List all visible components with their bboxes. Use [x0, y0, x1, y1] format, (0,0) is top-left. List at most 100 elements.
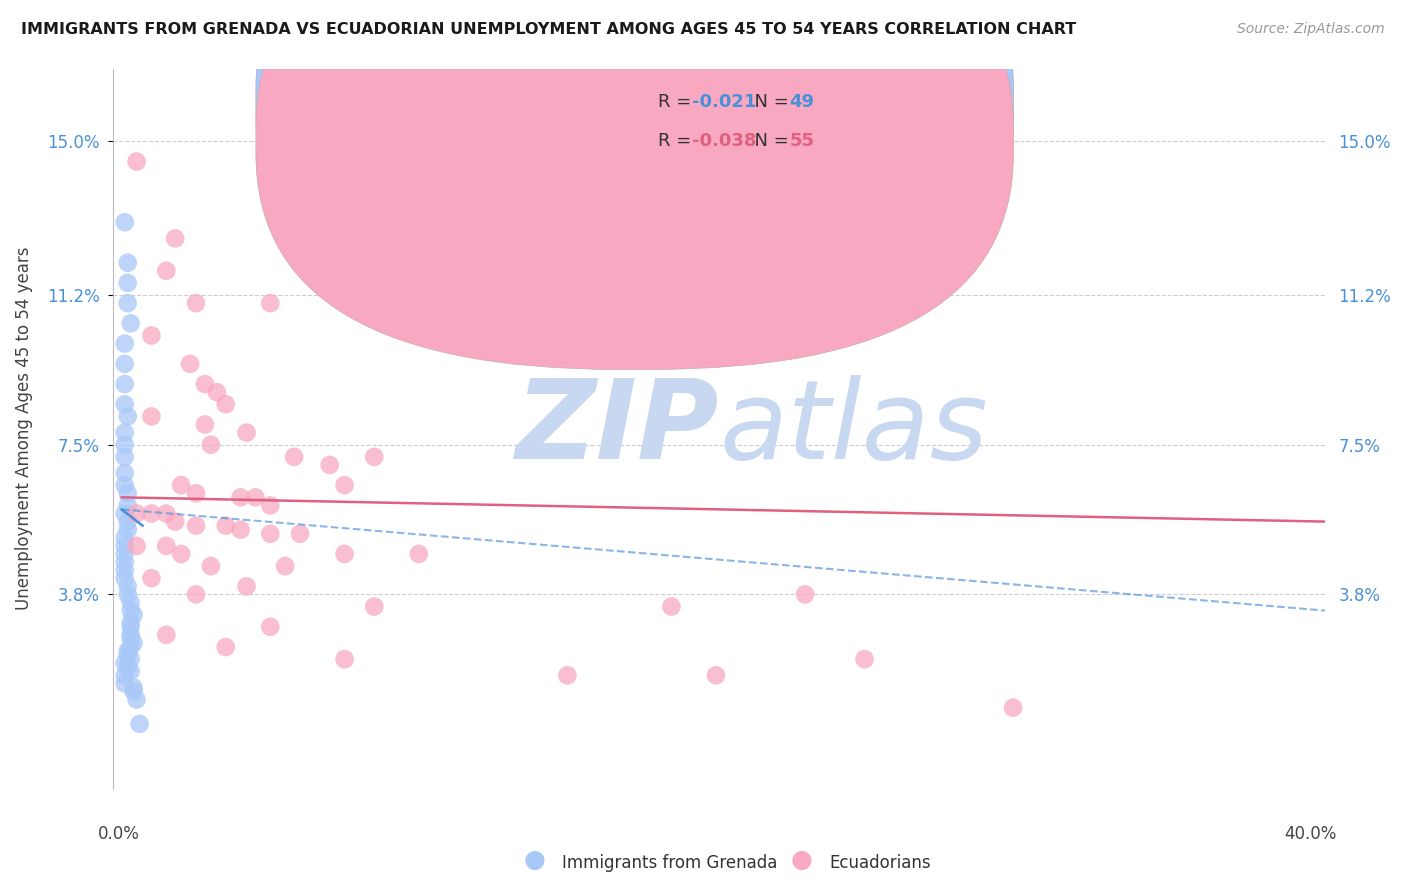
Point: [120, 632, 142, 646]
Point: [170, 547, 193, 561]
Point: [141, 571, 163, 585]
Text: Immigrants from Grenada: Immigrants from Grenada: [562, 855, 778, 872]
Text: ●: ●: [790, 848, 813, 872]
Point: [235, 579, 257, 593]
Point: [122, 636, 145, 650]
Point: [120, 652, 142, 666]
Point: [155, 507, 177, 521]
Point: [120, 620, 142, 634]
Point: [117, 648, 139, 662]
Point: [259, 620, 281, 634]
Text: N =: N =: [744, 131, 794, 150]
Point: [363, 450, 385, 464]
FancyBboxPatch shape: [256, 0, 1014, 331]
Point: [117, 256, 139, 270]
Point: [155, 264, 177, 278]
Point: [408, 547, 430, 561]
Point: [661, 599, 683, 614]
Point: [117, 644, 139, 658]
Point: [114, 555, 136, 569]
Point: [179, 357, 201, 371]
Point: [125, 154, 148, 169]
Point: [114, 215, 136, 229]
Text: IMMIGRANTS FROM GRENADA VS ECUADORIAN UNEMPLOYMENT AMONG AGES 45 TO 54 YEARS COR: IMMIGRANTS FROM GRENADA VS ECUADORIAN UN…: [21, 22, 1077, 37]
Point: [114, 377, 136, 392]
Point: [114, 507, 136, 521]
Point: [141, 507, 163, 521]
Point: [122, 684, 145, 698]
Text: 0.0%: 0.0%: [98, 825, 139, 843]
Text: ●: ●: [523, 848, 546, 872]
Point: [125, 692, 148, 706]
Point: [117, 499, 139, 513]
Point: [120, 665, 142, 679]
Point: [215, 518, 238, 533]
Point: [117, 486, 139, 500]
Point: [114, 668, 136, 682]
Text: ZIP: ZIP: [516, 375, 718, 482]
Point: [125, 539, 148, 553]
Text: atlas: atlas: [718, 375, 987, 482]
Point: [165, 515, 187, 529]
Point: [184, 518, 207, 533]
Point: [333, 547, 356, 561]
Point: [557, 668, 579, 682]
Text: -0.038: -0.038: [692, 131, 756, 150]
Point: [205, 385, 228, 400]
Point: [114, 676, 136, 690]
Text: R =: R =: [658, 131, 697, 150]
Point: [114, 478, 136, 492]
Point: [155, 539, 177, 553]
Text: Source: ZipAtlas.com: Source: ZipAtlas.com: [1237, 22, 1385, 37]
Point: [794, 587, 817, 601]
Point: [283, 450, 305, 464]
FancyBboxPatch shape: [256, 0, 1014, 369]
Point: [229, 491, 252, 505]
Point: [288, 526, 311, 541]
Point: [120, 615, 142, 630]
Point: [114, 571, 136, 585]
Point: [125, 507, 148, 521]
Point: [319, 458, 342, 472]
Point: [194, 417, 217, 432]
Point: [114, 547, 136, 561]
Text: 49: 49: [789, 93, 814, 111]
Point: [114, 450, 136, 464]
Point: [117, 515, 139, 529]
Point: [165, 231, 187, 245]
FancyBboxPatch shape: [598, 72, 889, 177]
Point: [141, 409, 163, 424]
Point: [117, 660, 139, 674]
Point: [114, 531, 136, 545]
Point: [117, 523, 139, 537]
Point: [120, 628, 142, 642]
Point: [155, 628, 177, 642]
Text: 55: 55: [789, 131, 814, 150]
Point: [120, 640, 142, 654]
Text: Ecuadorians: Ecuadorians: [830, 855, 931, 872]
Point: [215, 640, 238, 654]
Point: [141, 328, 163, 343]
Y-axis label: Unemployment Among Ages 45 to 54 years: Unemployment Among Ages 45 to 54 years: [15, 247, 32, 610]
Point: [184, 587, 207, 601]
Point: [215, 397, 238, 411]
Point: [120, 604, 142, 618]
Point: [853, 652, 876, 666]
Point: [120, 317, 142, 331]
Point: [120, 595, 142, 609]
Point: [194, 377, 217, 392]
Point: [274, 559, 297, 574]
Point: [114, 397, 136, 411]
Point: [117, 587, 139, 601]
Point: [117, 409, 139, 424]
Point: [122, 607, 145, 622]
Point: [704, 668, 727, 682]
Point: [200, 559, 222, 574]
Point: [114, 466, 136, 480]
Point: [184, 296, 207, 310]
Point: [259, 296, 281, 310]
Point: [363, 599, 385, 614]
Point: [170, 478, 193, 492]
Point: [114, 438, 136, 452]
Point: [122, 681, 145, 695]
